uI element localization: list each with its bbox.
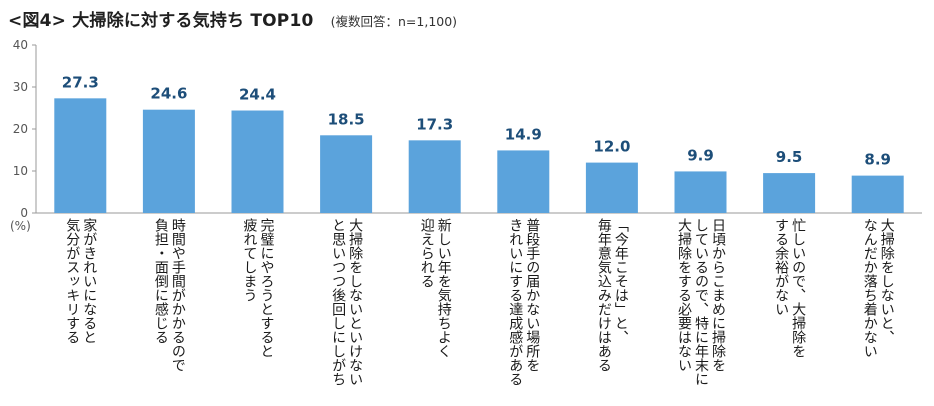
- y-axis-unit-label: (%): [10, 219, 31, 233]
- x-category-label: 日頃からこまめに掃除を しているので、特に年末に 大掃除をする必要はない: [676, 218, 726, 386]
- data-label: 24.6: [150, 85, 187, 103]
- y-tick-label: 0: [20, 206, 28, 220]
- data-label: 9.5: [776, 148, 803, 166]
- data-label: 12.0: [593, 138, 630, 156]
- data-label-layer: 27.3 24.6 24.4 18.5 17.3 14.9 12.0 9.9 9.5 8.9: [62, 73, 891, 168]
- x-category-label: 完璧にやろうとすると 疲れてしまう: [241, 218, 275, 358]
- bar: [851, 175, 904, 213]
- x-category-label: 普段手の届かない場所を きれいにする達成感がある: [507, 218, 541, 386]
- x-category-label: 新しい年を気持ちよく 迎えられる: [418, 218, 452, 358]
- x-category-label: 忙しいので、大掃除を する余裕がない: [773, 218, 807, 358]
- chart-subtitle: (複数回答：n=1,100): [330, 14, 458, 29]
- bar: [763, 173, 816, 213]
- bar: [585, 162, 638, 213]
- x-category-label: 大掃除をしないと、 なんだか落ち着かない: [861, 218, 895, 358]
- data-label: 24.4: [239, 86, 276, 104]
- bar: [142, 109, 195, 213]
- bar: [231, 110, 284, 213]
- y-tick-label: 10: [13, 164, 28, 178]
- bar: [497, 150, 550, 213]
- data-label: 9.9: [687, 146, 714, 164]
- x-category-label: 時間や手間がかかるので 負担・面倒に感じる: [152, 218, 186, 372]
- y-tick-label: 20: [13, 122, 28, 136]
- bar: [674, 171, 727, 213]
- bar: [320, 135, 373, 213]
- title-row: <図4> 大掃除に対する気持ち TOP10 (複数回答：n=1,100): [8, 6, 458, 31]
- data-label: 27.3: [62, 73, 99, 91]
- data-label: 17.3: [416, 115, 453, 133]
- y-tick-label: 40: [13, 38, 28, 52]
- data-label: 14.9: [505, 125, 542, 143]
- chart-title: <図4> 大掃除に対する気持ち TOP10: [8, 11, 314, 31]
- x-category-label: 大掃除をしないといけない と思いつつ後回しにしがち: [330, 218, 364, 386]
- bar-layer: [54, 98, 904, 213]
- data-label: 18.5: [328, 110, 365, 128]
- y-tick-label: 30: [13, 80, 28, 94]
- data-label: 8.9: [864, 151, 891, 169]
- bar: [408, 140, 461, 213]
- x-category-label: 家がきれいになると 気分がスッキリする: [64, 218, 98, 344]
- bar: [54, 98, 107, 213]
- x-category-label: 「今年こそは」と、 毎年意気込みだけはある: [595, 218, 629, 372]
